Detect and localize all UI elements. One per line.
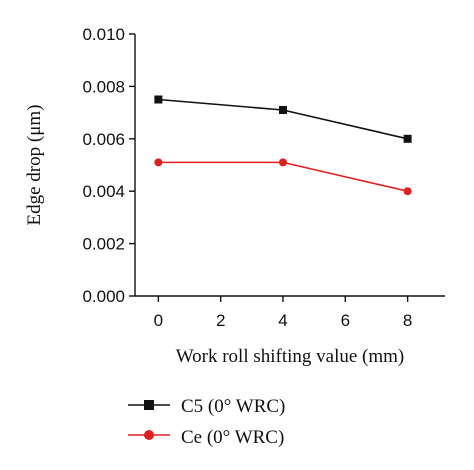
legend-item-c5: C5 (0° WRC) [128, 396, 285, 417]
y-tick-label: 0.006 [82, 130, 125, 149]
legend-marker-ce [144, 430, 154, 440]
series-line-1 [158, 161, 408, 192]
x-tick-label: 6 [341, 311, 350, 330]
data-point-square [403, 134, 412, 143]
legend-label-c5: C5 (0° WRC) [181, 396, 285, 417]
legend-label-ce: Ce (0° WRC) [181, 427, 284, 448]
data-point-circle [278, 158, 287, 167]
y-tick-label: 0.010 [82, 25, 125, 44]
x-tick-label: 0 [154, 311, 163, 330]
data-point-circle [403, 187, 412, 196]
legend-marker-c5 [144, 400, 154, 410]
y-axis-label: Edge drop (μm) [24, 105, 45, 226]
legend: C5 (0° WRC) Ce (0° WRC) [128, 396, 285, 448]
data-point-square [154, 95, 163, 104]
x-axis-label: Work roll shifting value (mm) [176, 346, 405, 367]
y-tick-label: 0.004 [82, 182, 125, 201]
data-point-square [278, 105, 287, 114]
x-tick-label: 4 [278, 311, 287, 330]
y-tick-label: 0.000 [82, 287, 125, 306]
legend-item-ce: Ce (0° WRC) [128, 427, 284, 448]
series-line-0 [158, 98, 408, 140]
x-tick-label: 2 [216, 311, 225, 330]
y-tick-label: 0.002 [82, 235, 125, 254]
x-tick-label: 8 [403, 311, 412, 330]
plot-area: 0.000 0.002 0.004 0.006 0.008 0.010 0 2 4 6 8 [82, 25, 445, 330]
data-point-circle [154, 158, 163, 167]
y-tick-label: 0.008 [82, 77, 125, 96]
